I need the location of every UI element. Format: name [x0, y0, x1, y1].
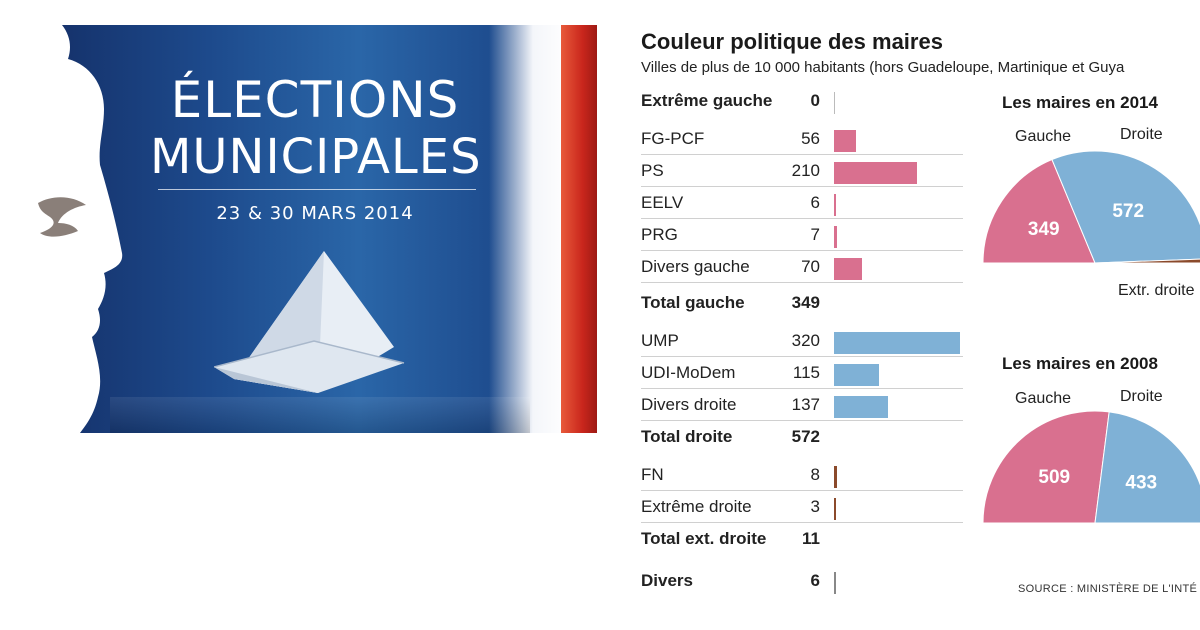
pie-2014-label-droite: Droite [1120, 126, 1163, 143]
row-value: 0 [810, 91, 820, 110]
poster-floor [110, 397, 530, 433]
pie-slice [1051, 150, 1200, 264]
flag-red-stripe [561, 25, 597, 433]
row-value: 7 [810, 225, 820, 244]
row-label: UDI-MoDem [641, 363, 736, 382]
row-divider [641, 218, 963, 219]
row-label: Extrême gauche [641, 91, 773, 110]
poster-divider [158, 189, 476, 190]
row-value: 6 [810, 193, 820, 212]
row-divider [641, 522, 963, 523]
poster-title-line2: MUNICIPALES [150, 129, 482, 185]
poster-dates: 23 & 30 MARS 2014 [216, 203, 414, 224]
pie-2008-label-gauche: Gauche [1015, 390, 1072, 407]
row-label: Extrême droite [641, 497, 752, 516]
chart-subtitle: Villes de plus de 10 000 habitants (hors… [641, 59, 1125, 76]
row-divider [641, 356, 963, 357]
election-poster: ÉLECTIONS MUNICIPALES 23 & 30 MARS 2014 [0, 25, 597, 433]
row-value: 3 [810, 497, 820, 516]
bar [834, 194, 836, 216]
bar [834, 332, 960, 354]
row-value: 70 [801, 257, 820, 276]
pie-2014-label-gauche: Gauche [1015, 128, 1072, 145]
row-value: 6 [810, 571, 820, 590]
bar [834, 572, 836, 594]
bar [834, 226, 837, 248]
pie-value-label: 572 [1112, 201, 1144, 222]
source-note: SOURCE : MINISTÈRE DE L'INTÉ [1018, 583, 1198, 595]
bar [834, 92, 835, 114]
row-value: 56 [801, 129, 820, 148]
row-divider [641, 282, 963, 283]
poster-title-line1: ÉLECTIONS [170, 71, 460, 129]
row-value: 8 [810, 465, 820, 484]
pie-value-label: 509 [1038, 467, 1070, 488]
row-divider [641, 490, 963, 491]
flag-white-stripe [489, 25, 569, 433]
pie-value-label: 349 [1028, 219, 1060, 240]
row-label: PS [641, 161, 664, 180]
marianne-profile-icon [0, 25, 123, 433]
pie-slice [1094, 258, 1200, 264]
row-divider [641, 154, 963, 155]
row-label: FG-PCF [641, 129, 705, 148]
bar [834, 498, 836, 520]
row-divider [641, 250, 963, 251]
row-divider [641, 186, 963, 187]
row-value: 349 [791, 293, 820, 312]
pie-value-label: 433 [1125, 472, 1157, 493]
row-value: 320 [791, 331, 820, 350]
pie-slice [982, 410, 1110, 524]
chart-title: Couleur politique des maires [641, 29, 943, 54]
bar [834, 258, 862, 280]
row-value: 115 [792, 363, 820, 382]
row-label: EELV [641, 193, 684, 212]
row-label: Total gauche [641, 293, 745, 312]
bar [834, 162, 917, 184]
bar [834, 364, 879, 386]
row-label: Divers [641, 571, 693, 590]
row-label: Divers gauche [641, 257, 750, 276]
row-label: PRG [641, 225, 678, 244]
pie-2014-label-extr-droite: Extr. droite [1118, 282, 1195, 299]
bar [834, 130, 856, 152]
row-value: 11 [802, 529, 820, 548]
row-value: 210 [791, 161, 820, 180]
pie-2008-title: Les maires en 2008 [1002, 354, 1158, 373]
row-value: 137 [791, 395, 820, 414]
row-value: 572 [791, 427, 820, 446]
row-divider [641, 420, 963, 421]
pie-2008-chart: 509 433 [982, 410, 1200, 524]
row-label: Total ext. droite [641, 529, 767, 548]
bar [834, 396, 888, 418]
row-label: Total droite [641, 427, 733, 446]
row-label: FN [641, 465, 664, 484]
pie-2014-chart: 349 572 [982, 150, 1200, 264]
pie-slice [982, 158, 1096, 264]
row-divider [641, 388, 963, 389]
row-label: Divers droite [641, 395, 737, 414]
row-label: UMP [641, 331, 679, 350]
pie-2014-title: Les maires en 2014 [1002, 93, 1158, 112]
ballot-envelope-icon [214, 251, 405, 393]
bar [834, 466, 837, 488]
pie-slice [1094, 411, 1200, 524]
pie-2008-label-droite: Droite [1120, 388, 1163, 405]
